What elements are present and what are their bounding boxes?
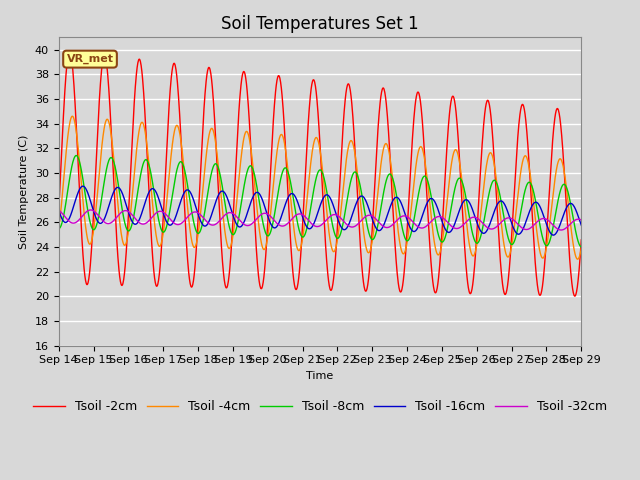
Line: Tsoil -2cm: Tsoil -2cm: [59, 51, 581, 296]
Tsoil -16cm: [55, 207, 63, 213]
Title: Soil Temperatures Set 1: Soil Temperatures Set 1: [221, 15, 419, 33]
Tsoil -2cm: [571, 293, 579, 299]
Line: Tsoil -32cm: Tsoil -32cm: [59, 210, 581, 230]
Tsoil -4cm: [470, 253, 477, 259]
Tsoil -4cm: [574, 256, 582, 262]
Tsoil -32cm: [159, 209, 166, 215]
Tsoil -32cm: [55, 207, 63, 213]
Tsoil -2cm: [516, 115, 524, 120]
Tsoil -16cm: [79, 183, 87, 189]
Tsoil -16cm: [516, 231, 524, 237]
Y-axis label: Soil Temperature (C): Soil Temperature (C): [19, 134, 29, 249]
Tsoil -2cm: [230, 203, 237, 209]
Tsoil -8cm: [401, 236, 409, 241]
Tsoil -32cm: [516, 223, 524, 228]
Tsoil -16cm: [172, 215, 179, 221]
Tsoil -4cm: [230, 227, 237, 232]
Tsoil -32cm: [87, 207, 95, 213]
Tsoil -8cm: [55, 226, 63, 231]
Tsoil -16cm: [470, 209, 477, 215]
Tsoil -16cm: [159, 208, 166, 214]
Tsoil -4cm: [55, 227, 63, 232]
Legend: Tsoil -2cm, Tsoil -4cm, Tsoil -8cm, Tsoil -16cm, Tsoil -32cm: Tsoil -2cm, Tsoil -4cm, Tsoil -8cm, Tsoi…: [28, 395, 612, 418]
Tsoil -2cm: [159, 227, 166, 233]
Tsoil -4cm: [401, 248, 409, 254]
Tsoil -32cm: [230, 211, 237, 217]
Tsoil -32cm: [401, 213, 409, 219]
Tsoil -8cm: [230, 231, 237, 237]
Tsoil -16cm: [401, 211, 409, 217]
Text: VR_met: VR_met: [67, 54, 113, 64]
Tsoil -2cm: [470, 276, 477, 281]
Tsoil -2cm: [172, 63, 179, 69]
Tsoil -8cm: [172, 175, 179, 180]
Tsoil -32cm: [470, 215, 477, 220]
Line: Tsoil -16cm: Tsoil -16cm: [59, 186, 581, 235]
Tsoil -4cm: [159, 234, 166, 240]
Tsoil -4cm: [516, 178, 524, 183]
Line: Tsoil -8cm: Tsoil -8cm: [59, 156, 581, 247]
Tsoil -16cm: [550, 232, 557, 238]
Tsoil -8cm: [159, 229, 166, 235]
Tsoil -32cm: [577, 217, 585, 223]
Tsoil -4cm: [577, 246, 585, 252]
Tsoil -2cm: [66, 48, 74, 54]
Tsoil -8cm: [470, 234, 477, 240]
Tsoil -2cm: [401, 257, 409, 263]
Tsoil -4cm: [68, 113, 76, 119]
Tsoil -8cm: [577, 244, 585, 250]
Tsoil -2cm: [577, 237, 585, 243]
Tsoil -16cm: [577, 222, 585, 228]
Tsoil -32cm: [172, 221, 179, 227]
Tsoil -4cm: [172, 125, 179, 131]
X-axis label: Time: Time: [307, 371, 333, 381]
Tsoil -2cm: [55, 210, 63, 216]
Line: Tsoil -4cm: Tsoil -4cm: [59, 116, 581, 259]
Tsoil -32cm: [557, 227, 565, 233]
Tsoil -8cm: [72, 153, 80, 158]
Tsoil -8cm: [516, 216, 524, 221]
Tsoil -16cm: [230, 215, 237, 220]
